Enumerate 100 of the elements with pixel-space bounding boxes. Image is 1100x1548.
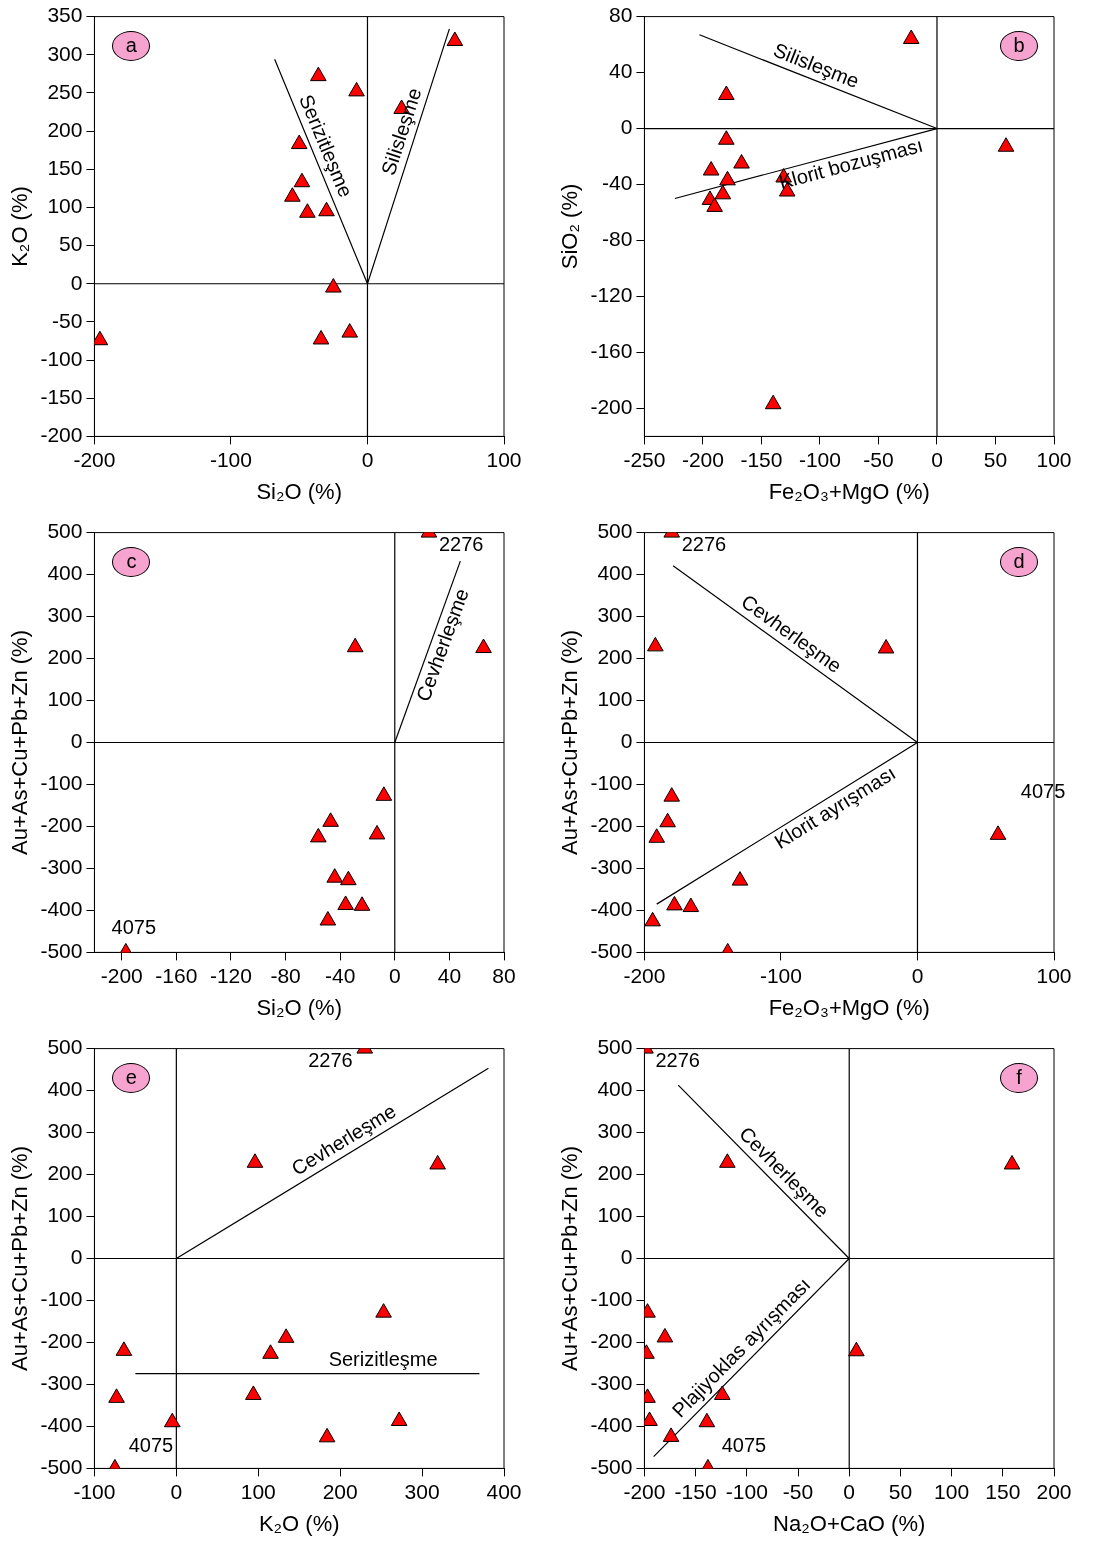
- y-tick-label: 350: [47, 3, 83, 27]
- annotation: 4075: [1020, 780, 1066, 803]
- y-tick-label: -200: [40, 813, 83, 837]
- y-tick-label: -50: [52, 308, 83, 332]
- x-tick-label: 150: [985, 1479, 1021, 1503]
- x-tick-label: -150: [674, 1479, 717, 1503]
- x-tick-label: -80: [270, 963, 301, 987]
- x-tick-label: 0: [170, 1479, 183, 1503]
- y-tick-label: -100: [40, 1287, 83, 1311]
- y-tick-label: -160: [590, 339, 633, 363]
- y-tick-label: 400: [597, 1077, 633, 1101]
- y-tick-label: 100: [47, 687, 83, 711]
- y-tick-label: -500: [590, 939, 633, 963]
- x-tick-label: -160: [155, 963, 198, 987]
- x-axis-title: Fe₂O₃+MgO (%): [768, 994, 930, 1020]
- y-tick-label: 300: [597, 1119, 633, 1143]
- y-tick-label: 50: [59, 232, 83, 256]
- x-tick-label: 80: [492, 963, 516, 987]
- y-tick-label: 0: [70, 270, 83, 294]
- y-tick-label: 0: [70, 729, 83, 753]
- x-axis-title: K₂O (%): [258, 1510, 340, 1536]
- y-axis-title: Au+As+Cu+Pb+Zn (%): [557, 629, 583, 856]
- y-tick-label: -500: [40, 939, 83, 963]
- y-tick-label: -300: [40, 1371, 83, 1395]
- x-tick-label: 50: [888, 1479, 913, 1503]
- y-tick-label: -200: [40, 1329, 83, 1353]
- x-tick-label: -100: [798, 447, 841, 471]
- y-tick-label: -500: [40, 1455, 83, 1479]
- annotation: 4075: [721, 1433, 767, 1456]
- annotation: 4075: [128, 1433, 174, 1456]
- y-tick-label: 300: [47, 41, 83, 65]
- x-tick-label: 300: [404, 1479, 440, 1503]
- y-tick-label: 150: [47, 156, 83, 180]
- x-tick-label: 40: [437, 963, 462, 987]
- x-tick-label: -150: [740, 447, 783, 471]
- y-axis-title: SiO₂ (%): [557, 183, 583, 270]
- y-tick-label: 400: [47, 1077, 83, 1101]
- x-tick-label: -100: [725, 1479, 768, 1503]
- y-axis-title: Au+As+Cu+Pb+Zn (%): [7, 629, 33, 856]
- y-tick-label: 200: [47, 645, 83, 669]
- x-tick-label: -100: [209, 447, 252, 471]
- x-tick-label: 100: [1036, 963, 1072, 987]
- panel-badge: d: [1000, 546, 1038, 577]
- annotation: 2276: [655, 1049, 700, 1072]
- y-tick-label: 0: [620, 1245, 633, 1269]
- y-tick-label: -200: [40, 423, 83, 447]
- y-axis-title: K₂O (%): [7, 186, 33, 267]
- y-tick-label: 40: [609, 59, 633, 83]
- x-tick-label: 100: [486, 447, 522, 471]
- x-tick-label: -250: [623, 447, 666, 471]
- y-tick-label: -150: [40, 385, 83, 409]
- y-axis-title: Au+As+Cu+Pb+Zn (%): [557, 1145, 583, 1372]
- x-axis-title: Fe₂O₃+MgO (%): [768, 478, 930, 504]
- annotation: 2276: [681, 533, 727, 556]
- panel-badge: c: [112, 546, 151, 577]
- annotation: 4075: [111, 915, 157, 938]
- x-tick-label: 100: [1036, 447, 1072, 471]
- x-axis-title: Si₂O (%): [256, 478, 342, 504]
- x-tick-label: 0: [843, 1479, 856, 1503]
- x-tick-label: 200: [322, 1479, 358, 1503]
- y-tick-label: 400: [597, 561, 633, 585]
- y-tick-label: 200: [47, 1161, 83, 1185]
- panel-badge: f: [1000, 1062, 1038, 1093]
- x-axis-title: Si₂O (%): [256, 994, 342, 1020]
- y-tick-label: 200: [597, 1161, 633, 1185]
- annotation: 2276: [308, 1049, 353, 1072]
- y-tick-label: 250: [47, 79, 83, 103]
- y-tick-label: 100: [597, 1203, 633, 1227]
- y-tick-label: 500: [47, 1035, 83, 1059]
- y-tick-label: -500: [590, 1455, 633, 1479]
- x-tick-label: -100: [759, 963, 802, 987]
- y-tick-label: -200: [590, 395, 633, 419]
- y-tick-label: -400: [40, 897, 83, 921]
- y-tick-label: -100: [590, 1287, 633, 1311]
- x-tick-label: -50: [863, 447, 894, 471]
- y-axis-title: Au+As+Cu+Pb+Zn (%): [7, 1145, 33, 1372]
- y-tick-label: 500: [597, 519, 633, 543]
- x-tick-label: 100: [934, 1479, 970, 1503]
- y-tick-label: 300: [597, 603, 633, 627]
- y-tick-label: -400: [590, 897, 633, 921]
- y-tick-label: 300: [47, 603, 83, 627]
- y-tick-label: 300: [47, 1119, 83, 1143]
- x-tick-label: 400: [486, 1479, 522, 1503]
- y-tick-label: -200: [590, 1329, 633, 1353]
- y-tick-label: -80: [602, 227, 633, 251]
- y-tick-label: -300: [40, 855, 83, 879]
- x-tick-label: -50: [782, 1479, 814, 1503]
- x-tick-label: -120: [209, 963, 252, 987]
- y-tick-label: -300: [590, 855, 633, 879]
- y-tick-label: -100: [590, 771, 633, 795]
- y-tick-label: -400: [590, 1413, 633, 1437]
- y-tick-label: 400: [47, 561, 83, 585]
- x-tick-label: 0: [931, 447, 943, 471]
- x-tick-label: 200: [1036, 1479, 1072, 1503]
- y-tick-label: -100: [40, 346, 83, 370]
- y-tick-label: -400: [40, 1413, 83, 1437]
- y-tick-label: 200: [597, 645, 633, 669]
- annotation: Serizitleşme: [328, 1348, 438, 1371]
- y-tick-label: 100: [597, 687, 633, 711]
- y-tick-label: 100: [47, 194, 83, 218]
